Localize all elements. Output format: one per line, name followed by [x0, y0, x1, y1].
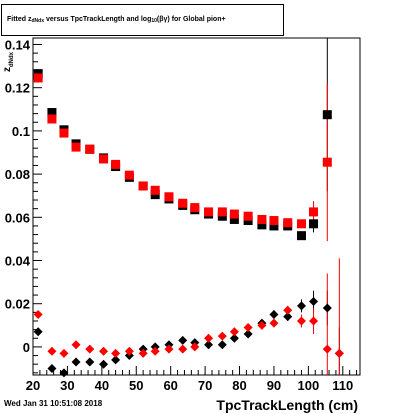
- y-tick-label: 0.02: [5, 297, 30, 312]
- data-point-square: [85, 144, 95, 154]
- y-tick-label: 0.12: [5, 81, 30, 96]
- data-point-diamond: [59, 368, 69, 378]
- data-point-square: [309, 207, 319, 217]
- data-point-square: [33, 73, 43, 83]
- data-point-diamond: [269, 318, 279, 328]
- data-point-square: [99, 154, 109, 164]
- data-point-diamond: [164, 344, 174, 354]
- data-point-diamond: [296, 316, 306, 326]
- data-point-diamond: [111, 348, 121, 358]
- data-point-square: [229, 214, 239, 224]
- data-point-diamond: [190, 342, 200, 352]
- data-point-diamond: [243, 329, 253, 339]
- data-point-diamond: [269, 310, 279, 320]
- data-point-square: [150, 185, 160, 195]
- data-point-square: [269, 221, 279, 231]
- x-tick-label: 110: [332, 378, 353, 393]
- data-point-square: [229, 209, 239, 219]
- data-point-diamond: [85, 357, 95, 367]
- data-point-diamond: [71, 357, 81, 367]
- data-point-diamond: [59, 348, 69, 358]
- data-point-diamond: [47, 364, 57, 374]
- x-tick-label: 90: [267, 378, 281, 393]
- data-point-square: [257, 220, 267, 230]
- y-tick-label: 0.08: [5, 167, 30, 182]
- data-point-square: [138, 181, 148, 191]
- data-point-square: [111, 159, 121, 169]
- data-point-square: [190, 203, 200, 213]
- x-tick-label: 50: [129, 378, 143, 393]
- x-tick-label: 80: [232, 378, 246, 393]
- data-point-diamond: [283, 305, 293, 315]
- x-axis-title: TpcTrackLength (cm): [216, 397, 358, 413]
- data-point-diamond: [47, 346, 57, 356]
- data-point-square: [47, 114, 57, 124]
- data-point-square: [217, 207, 227, 217]
- x-tick-label: 100: [298, 378, 320, 393]
- data-point-diamond: [257, 320, 267, 330]
- y-tick-label: 0.06: [5, 210, 30, 225]
- data-point-square: [322, 110, 332, 120]
- data-point-square: [283, 218, 293, 228]
- x-tick-label: 20: [26, 378, 40, 393]
- data-point-square: [322, 157, 332, 167]
- data-point-diamond: [33, 310, 43, 320]
- data-point-diamond: [178, 344, 188, 354]
- data-point-diamond: [217, 340, 227, 350]
- data-point-square: [309, 219, 319, 229]
- data-point-square: [164, 192, 174, 202]
- data-point-diamond: [71, 340, 81, 350]
- data-point-diamond: [334, 348, 344, 358]
- x-tick-label: 40: [95, 378, 109, 393]
- y-tick-label: 0: [23, 340, 30, 355]
- plot-frame: [32, 37, 361, 376]
- y-tick-label: 0.14: [5, 37, 31, 52]
- chart-title: Fitted zdNdx versus TpcTrackLength and l…: [1, 4, 284, 36]
- data-point-diamond: [85, 344, 95, 354]
- data-point-square: [243, 211, 253, 221]
- data-point-square: [71, 142, 81, 152]
- data-point-diamond: [204, 340, 214, 350]
- data-point-diamond: [309, 297, 319, 307]
- data-point-diamond: [124, 346, 134, 356]
- data-point-diamond: [178, 335, 188, 345]
- x-tick-label: 30: [60, 378, 74, 393]
- data-point-diamond: [229, 333, 239, 343]
- data-point-square: [204, 207, 214, 217]
- data-point-diamond: [150, 346, 160, 356]
- data-point-diamond: [138, 348, 148, 358]
- data-point-square: [124, 170, 134, 180]
- data-point-diamond: [229, 327, 239, 337]
- data-point-diamond: [322, 303, 332, 313]
- data-point-diamond: [243, 322, 253, 332]
- data-point-diamond: [204, 333, 214, 343]
- x-tick-label: 70: [198, 378, 212, 393]
- data-point-diamond: [283, 312, 293, 322]
- data-point-diamond: [33, 327, 43, 337]
- y-axis-title: zdNdx: [2, 51, 15, 72]
- data-point-square: [269, 216, 279, 226]
- data-point-diamond: [309, 316, 319, 326]
- data-point-diamond: [111, 355, 121, 365]
- data-point-diamond: [322, 344, 332, 354]
- data-point-diamond: [99, 346, 109, 356]
- data-point-square: [296, 219, 306, 229]
- x-tick-label: 60: [163, 378, 177, 393]
- data-point-square: [178, 198, 188, 208]
- timestamp: Wed Jan 31 10:51:08 2018: [4, 399, 103, 408]
- data-point-square: [59, 128, 69, 138]
- data-point-square: [257, 214, 267, 224]
- data-point-diamond: [99, 359, 109, 369]
- data-point-square: [296, 231, 306, 241]
- y-tick-label: 0.1: [12, 124, 30, 139]
- data-point-square: [47, 108, 57, 118]
- data-point-diamond: [296, 301, 306, 311]
- y-tick-label: 0.04: [5, 254, 31, 269]
- data-point-diamond: [217, 331, 227, 341]
